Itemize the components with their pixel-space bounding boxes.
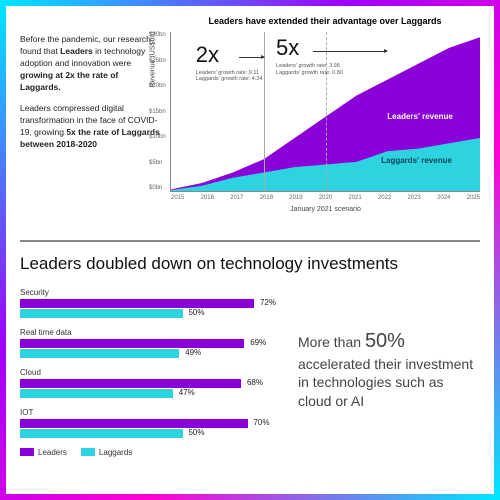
y-tick: $25bn (149, 58, 166, 64)
x-tick: 2015 (171, 195, 184, 201)
content: Before the pandemic, our research found … (6, 6, 494, 494)
chart-callout: 2x Leaders' growth rate: 9.11Laggards' gr… (196, 42, 263, 83)
callout-sub: Leaders' growth rate: 9.11Laggards' grow… (196, 70, 263, 83)
bar-value: 47% (179, 388, 195, 397)
x-tick: 2017 (230, 195, 243, 201)
y-tick: $20bn (149, 83, 166, 89)
series-label: Leaders' revenue (387, 112, 453, 121)
intro-text: Before the pandemic, our research found … (20, 16, 160, 216)
text-bold: Leaders (60, 46, 93, 56)
x-tick: 2016 (201, 195, 214, 201)
intro-para-1: Before the pandemic, our research found … (20, 34, 160, 93)
x-tick: 2025 (467, 195, 480, 201)
bar-value: 50% (188, 308, 204, 317)
bar-value: 68% (247, 378, 263, 387)
x-tick: 2019 (289, 195, 302, 201)
y-tick: $0bn (149, 185, 166, 191)
legend-swatch (20, 448, 34, 456)
legend-item: Laggards (81, 448, 132, 457)
y-tick: $15bn (149, 109, 166, 115)
bar-leaders: 70% (20, 419, 248, 428)
bar-category: Real time data (20, 328, 280, 337)
bar-row: Real time data69%49% (20, 328, 280, 358)
y-tick: $30bn (149, 32, 166, 38)
text-bold: growing at 2x the rate of Laggards. (20, 70, 118, 92)
bar-laggards: 49% (20, 349, 179, 358)
chart-title: Leaders have extended their advantage ov… (170, 16, 480, 26)
bar-laggards: 50% (20, 309, 183, 318)
bar-category: Cloud (20, 368, 280, 377)
intro-para-2: Leaders compressed digital transformatio… (20, 103, 160, 151)
bottom-section: Security72%50%Real time data69%49%Cloud6… (20, 288, 480, 457)
bar-row: Security72%50% (20, 288, 280, 318)
bar-row: Cloud68%47% (20, 368, 280, 398)
legend-item: Leaders (20, 448, 67, 457)
callout-sub: Leaders' growth rate: 3.98Laggards' grow… (276, 63, 343, 76)
arrow-icon (239, 57, 264, 58)
text: More than (298, 334, 365, 350)
x-tick: 2021 (348, 195, 361, 201)
bar-category: Security (20, 288, 280, 297)
area-chart: Revenue (US$bn) $30bn$25bn$20bn$15bn$10b… (170, 32, 480, 192)
section-title: Leaders doubled down on technology inves… (20, 254, 480, 274)
bar-laggards: 47% (20, 389, 173, 398)
legend: Leaders Laggards (20, 448, 280, 457)
x-ticks: 2015 2016 2017 2018 2019 2020 2021 2022 2023 2024… (171, 195, 480, 201)
x-caption: January 2021 scenario (171, 206, 480, 213)
frame: Before the pandemic, our research found … (0, 0, 500, 500)
text: accelerated their investment in technolo… (298, 356, 473, 410)
callout-big: 2x (196, 42, 263, 68)
x-tick: 2022 (378, 195, 391, 201)
bar-pair: 72%50% (20, 299, 280, 318)
series-label: Laggards' revenue (381, 156, 452, 165)
callout-text: More than 50% accelerated their investme… (298, 288, 480, 457)
callout-big: 5x (276, 35, 343, 61)
bar-laggards: 50% (20, 429, 183, 438)
bar-rows: Security72%50%Real time data69%49%Cloud6… (20, 288, 280, 438)
legend-swatch (81, 448, 95, 456)
bar-value: 70% (253, 418, 269, 427)
bar-value: 50% (188, 428, 204, 437)
bar-category: IOT (20, 408, 280, 417)
bar-chart: Security72%50%Real time data69%49%Cloud6… (20, 288, 280, 457)
y-ticks: $30bn $25bn $20bn $15bn $10bn $5bn $0bn (149, 32, 166, 191)
legend-label: Leaders (38, 448, 67, 457)
bar-value: 49% (185, 348, 201, 357)
x-tick: 2023 (408, 195, 421, 201)
y-tick: $5bn (149, 160, 166, 166)
bar-row: IOT70%50% (20, 408, 280, 438)
bar-leaders: 68% (20, 379, 241, 388)
x-tick: 2018 (260, 195, 273, 201)
bar-leaders: 72% (20, 299, 254, 308)
legend-label: Laggards (99, 448, 132, 457)
x-tick: 2020 (319, 195, 332, 201)
bar-value: 72% (260, 298, 276, 307)
y-tick: $10bn (149, 134, 166, 140)
area-chart-wrap: Leaders have extended their advantage ov… (170, 16, 480, 216)
chart-callout: 5x Leaders' growth rate: 3.98Laggards' gr… (276, 35, 343, 76)
x-tick: 2024 (437, 195, 450, 201)
bar-value: 69% (250, 338, 266, 347)
bar-pair: 68%47% (20, 379, 280, 398)
bar-pair: 69%49% (20, 339, 280, 358)
top-section: Before the pandemic, our research found … (20, 16, 480, 216)
section-divider (20, 240, 480, 242)
bar-leaders: 69% (20, 339, 244, 348)
arrow-icon (313, 51, 387, 52)
bar-pair: 70%50% (20, 419, 280, 438)
stat-big: 50% (365, 330, 405, 352)
